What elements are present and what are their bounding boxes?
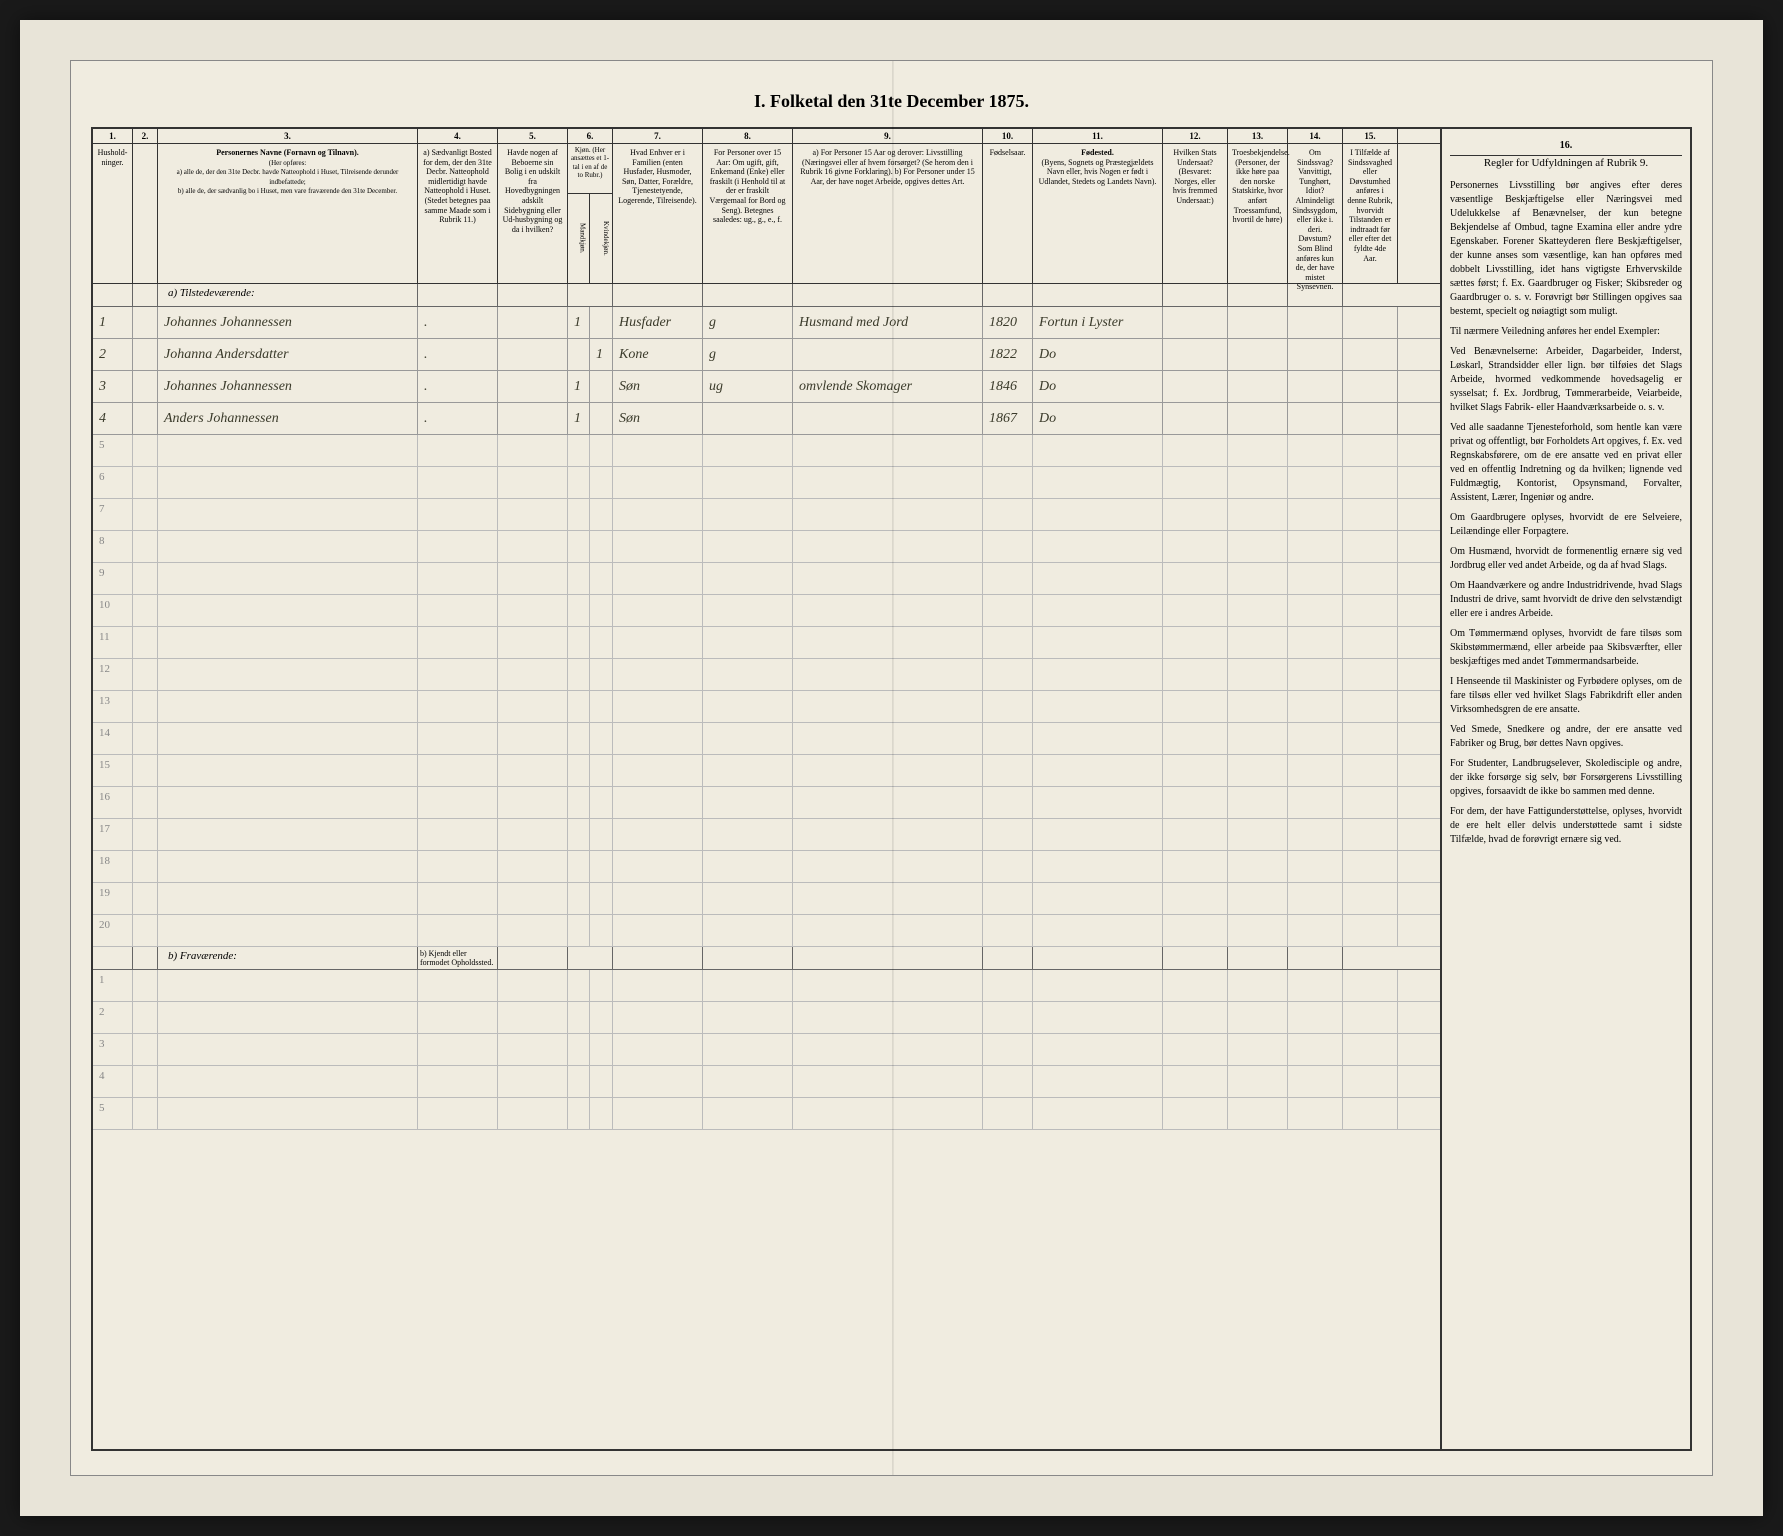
table-row: 14	[93, 723, 1440, 755]
section-b-label: b) Fraværende: b) Kjendt eller formodet …	[93, 947, 1440, 970]
scanned-page: I. Folketal den 31te December 1875. 1. 2…	[20, 20, 1763, 1516]
sidebar-paragraph: Til nærmere Veiledning anføres her endel…	[1450, 325, 1682, 339]
table-row: 17	[93, 819, 1440, 851]
sidebar-paragraph: Om Tømmermænd oplyses, hvorvidt de fare …	[1450, 627, 1682, 669]
table-body: a) Tilstedeværende: 1J	[93, 284, 1440, 1449]
table-row: 5	[93, 1098, 1440, 1130]
rules-sidebar: 16. Regler for Udfyldningen af Rubrik 9.…	[1442, 127, 1692, 1451]
table-row: 2Johanna Andersdatter.1Koneg1822Do	[93, 339, 1440, 371]
table-row: 16	[93, 787, 1440, 819]
table-row: 20	[93, 915, 1440, 947]
table-row: 8	[93, 531, 1440, 563]
table-row: 2	[93, 1002, 1440, 1034]
table-row: 9	[93, 563, 1440, 595]
table-row: 1Johannes Johannessen.1HusfadergHusmand …	[93, 307, 1440, 339]
table-row: 19	[93, 883, 1440, 915]
table-row: 3Johannes Johannessen.1Sønugomvlende Sko…	[93, 371, 1440, 403]
sidebar-paragraph: Ved alle saadanne Tjenesteforhold, som h…	[1450, 421, 1682, 505]
table-row: 4	[93, 1066, 1440, 1098]
section-a-label: a) Tilstedeværende:	[93, 284, 1440, 307]
sidebar-paragraph: For dem, der have Fattigunderstøttelse, …	[1450, 805, 1682, 847]
table-row: 12	[93, 659, 1440, 691]
sidebar-paragraph: Om Haandværkere og andre Industridrivend…	[1450, 579, 1682, 621]
table-row: 13	[93, 691, 1440, 723]
sidebar-paragraph: Om Husmænd, hvorvidt de formenentlig ern…	[1450, 545, 1682, 573]
column-headers: Hushold-ninger. Personernes Navne (Forna…	[93, 144, 1440, 284]
sidebar-paragraph: Personernes Livsstilling bør angives eft…	[1450, 179, 1682, 319]
ledger-container: 1. 2. 3. 4. 5. 6. 7. 8. 9. 10. 11. 12. 1…	[91, 127, 1692, 1451]
sidebar-paragraph: Om Gaardbrugere oplyses, hvorvidt de ere…	[1450, 511, 1682, 539]
table-row: 5	[93, 435, 1440, 467]
table-row: 11	[93, 627, 1440, 659]
table-row: 4Anders Johannessen.1Søn1867Do	[93, 403, 1440, 435]
table-row: 7	[93, 499, 1440, 531]
ledger-sheet: I. Folketal den 31te December 1875. 1. 2…	[70, 60, 1713, 1476]
table-row: 15	[93, 755, 1440, 787]
table-row: 3	[93, 1034, 1440, 1066]
page-title: I. Folketal den 31te December 1875.	[91, 91, 1692, 112]
table-row: 10	[93, 595, 1440, 627]
main-table: 1. 2. 3. 4. 5. 6. 7. 8. 9. 10. 11. 12. 1…	[91, 127, 1442, 1451]
sidebar-paragraph: Ved Smede, Snedkere og andre, der ere an…	[1450, 723, 1682, 751]
sidebar-paragraph: Ved Benævnelserne: Arbeider, Dagarbeider…	[1450, 345, 1682, 415]
table-row: 1	[93, 970, 1440, 1002]
column-numbers: 1. 2. 3. 4. 5. 6. 7. 8. 9. 10. 11. 12. 1…	[93, 129, 1440, 144]
sidebar-paragraph: For Studenter, Landbrugselever, Skoledis…	[1450, 757, 1682, 799]
table-row: 18	[93, 851, 1440, 883]
sidebar-paragraph: I Henseende til Maskinister og Fyrbødere…	[1450, 675, 1682, 717]
table-row: 6	[93, 467, 1440, 499]
